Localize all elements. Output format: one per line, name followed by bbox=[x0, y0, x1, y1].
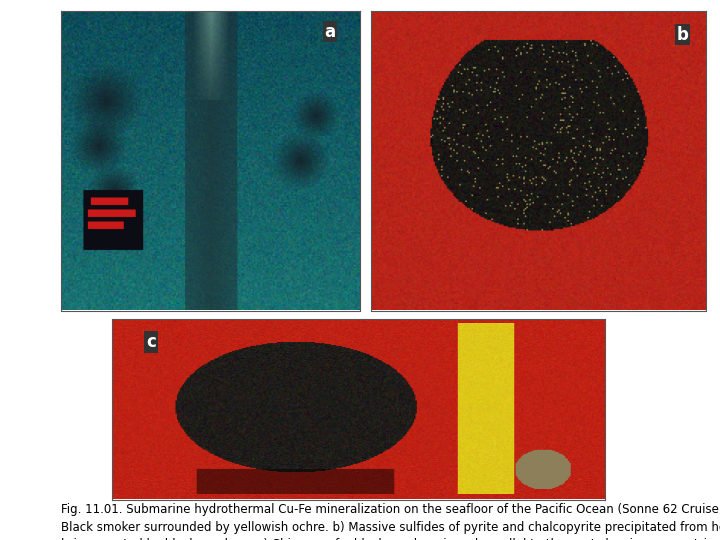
Text: Fig. 11.01. Submarine hydrothermal Cu-Fe mineralization on the seafloor of the P: Fig. 11.01. Submarine hydrothermal Cu-Fe… bbox=[61, 503, 720, 540]
Text: b: b bbox=[676, 26, 688, 44]
Text: a: a bbox=[325, 23, 336, 41]
Text: c: c bbox=[146, 333, 156, 351]
